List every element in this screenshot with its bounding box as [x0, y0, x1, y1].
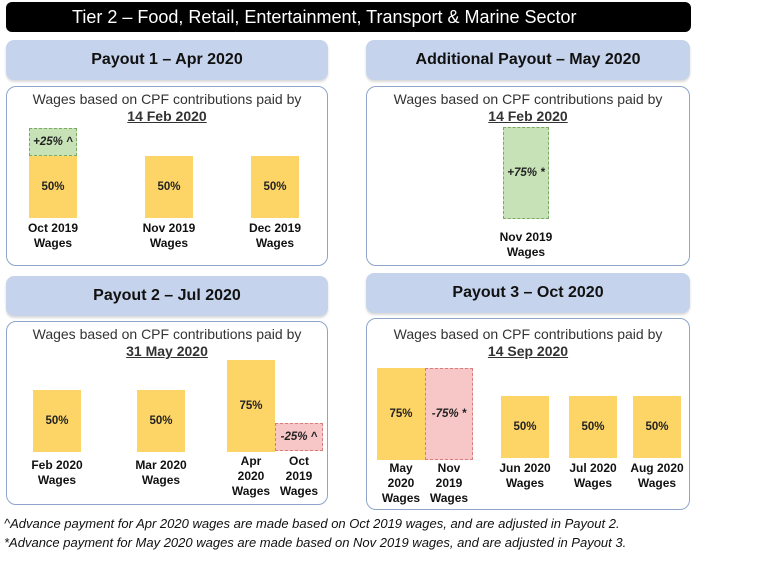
payout-1-bar-advance: +25% ^ — [29, 128, 77, 156]
payout-3-label-may: May 2020 Wages — [381, 461, 421, 505]
payout-1-header: Payout 1 – Apr 2020 — [6, 40, 328, 80]
payout-3-label-nov: Nov 2019 Wages — [429, 461, 469, 505]
payout-3-bar-aug: 50% — [633, 396, 681, 458]
payout-3-panel: Wages based on CPF contributions paid by… — [366, 318, 690, 510]
payout-3-subtitle: Wages based on CPF contributions paid by… — [393, 326, 663, 359]
payout-2-bar-feb: 50% — [33, 390, 81, 452]
payout-2-bar-mar: 50% — [137, 390, 185, 452]
payout-1-label-nov: Nov 2019 Wages — [142, 221, 196, 250]
additional-payout-bar-nov: +75% * — [503, 127, 549, 219]
payout-1-bar-nov: 50% — [145, 156, 193, 218]
payout-1-label-oct: Oct 2019 Wages — [27, 221, 79, 250]
payout-2-label-apr: Apr 2020 Wages — [231, 454, 271, 498]
payout-3-bar-nov: -75% * — [425, 368, 473, 460]
payout-1-label-dec: Dec 2019 Wages — [248, 221, 302, 250]
payout-2-panel: Wages based on CPF contributions paid by… — [6, 321, 328, 505]
payout-3-bar-jul: 50% — [569, 396, 617, 458]
payout-1-panel: Wages based on CPF contributions paid by… — [6, 86, 328, 266]
payout-3-label-jul: Jul 2020 Wages — [569, 461, 617, 490]
additional-payout-panel: Wages based on CPF contributions paid by… — [366, 86, 690, 266]
payout-2-bar-oct: -25% ^ — [275, 423, 323, 451]
payout-2-label-mar: Mar 2020 Wages — [135, 458, 187, 487]
page-title: Tier 2 – Food, Retail, Entertainment, Tr… — [6, 2, 691, 32]
payout-1-subtitle: Wages based on CPF contributions paid by… — [32, 91, 302, 124]
additional-payout-subtitle: Wages based on CPF contributions paid by… — [393, 91, 663, 124]
payout-3-label-aug: Aug 2020 Wages — [630, 461, 684, 490]
payout-3-label-jun: Jun 2020 Wages — [499, 461, 551, 490]
payout-3-bar-may: 75% — [377, 368, 425, 460]
payout-2-label-oct: Oct 2019 Wages — [279, 454, 319, 498]
payout-2-bar-apr: 75% — [227, 360, 275, 452]
footnote-may-advance: *Advance payment for May 2020 wages are … — [4, 535, 627, 550]
payout-3-bar-jun: 50% — [501, 396, 549, 458]
payout-3-header: Payout 3 – Oct 2020 — [366, 273, 690, 313]
payout-2-header: Payout 2 – Jul 2020 — [6, 276, 328, 316]
payout-1-bar-dec: 50% — [251, 156, 299, 218]
payout-1-bar-oct: 50% — [29, 156, 77, 218]
footnote-apr-advance: ^Advance payment for Apr 2020 wages are … — [4, 516, 620, 531]
payout-2-label-feb: Feb 2020 Wages — [31, 458, 83, 487]
payout-2-subtitle: Wages based on CPF contributions paid by… — [32, 326, 302, 359]
additional-payout-header: Additional Payout – May 2020 — [366, 40, 690, 80]
additional-payout-label-nov: Nov 2019 Wages — [499, 230, 553, 259]
